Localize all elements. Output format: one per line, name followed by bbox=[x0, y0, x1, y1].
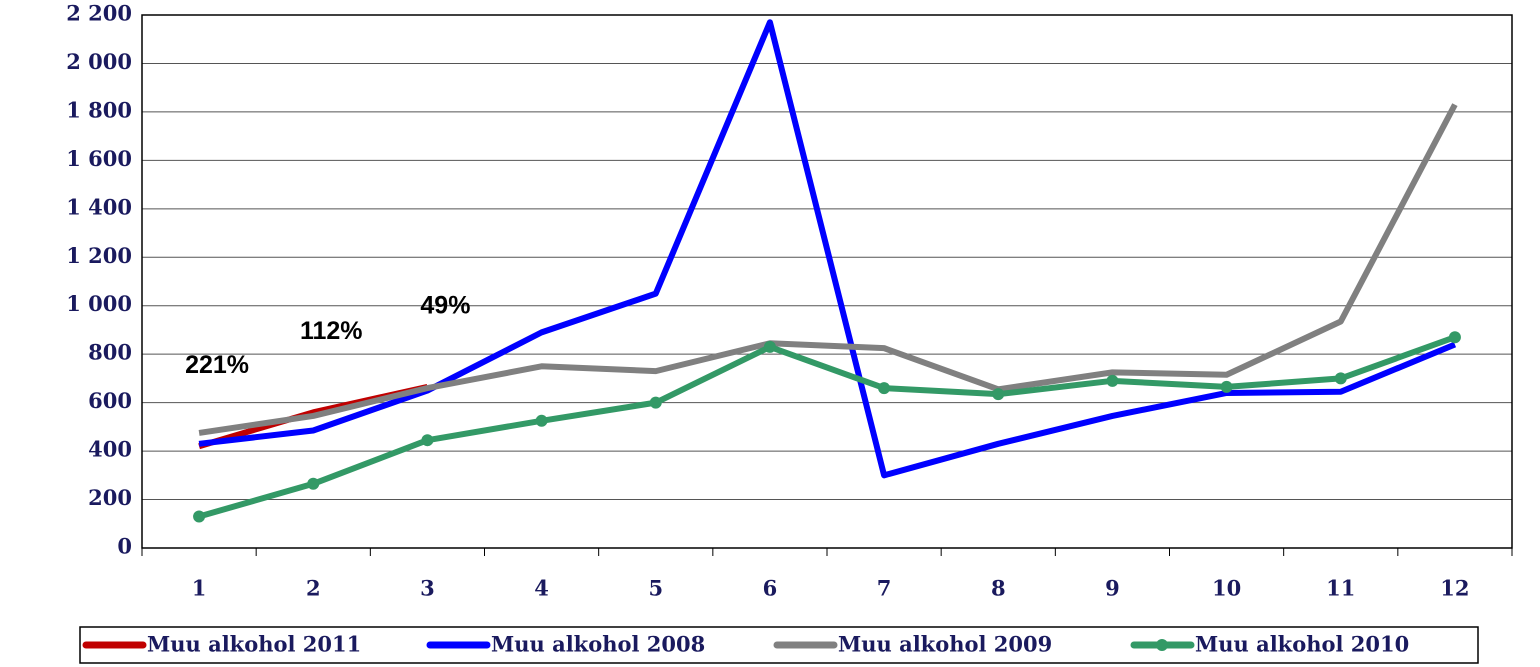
series-line bbox=[198, 19, 1457, 479]
y-tick-label: 0 bbox=[117, 534, 132, 559]
y-tick-label: 1 000 bbox=[66, 291, 132, 316]
y-tick-label: 800 bbox=[88, 340, 132, 365]
x-tick-label: 12 bbox=[1440, 576, 1469, 601]
series-line bbox=[198, 334, 1456, 520]
series-marker bbox=[1220, 380, 1233, 393]
series-marker bbox=[193, 510, 206, 523]
series-marker bbox=[763, 340, 776, 353]
legend-label: Muu alkohol 2009 bbox=[838, 632, 1052, 657]
x-tick-label: 10 bbox=[1212, 576, 1241, 601]
annotation: 221% bbox=[185, 351, 249, 379]
series-line bbox=[198, 103, 1458, 436]
x-tick-label: 4 bbox=[534, 576, 549, 601]
series-marker bbox=[992, 388, 1005, 401]
y-tick-label: 1 600 bbox=[66, 146, 132, 171]
y-tick-label: 1 800 bbox=[66, 97, 132, 122]
y-tick-label: 2 000 bbox=[66, 49, 132, 74]
annotation: 49% bbox=[420, 291, 470, 319]
legend-marker bbox=[1156, 639, 1168, 651]
x-tick-label: 1 bbox=[192, 576, 207, 601]
x-tick-label: 11 bbox=[1326, 576, 1355, 601]
x-tick-label: 6 bbox=[763, 576, 778, 601]
series-marker bbox=[1334, 372, 1347, 385]
series-marker bbox=[421, 434, 434, 447]
x-tick-label: 9 bbox=[1105, 576, 1120, 601]
legend-label: Muu alkohol 2010 bbox=[1195, 632, 1409, 657]
y-tick-label: 2 200 bbox=[66, 1, 132, 26]
series-marker bbox=[1448, 331, 1461, 344]
y-tick-label: 600 bbox=[88, 388, 132, 413]
legend-label: Muu alkohol 2011 bbox=[147, 632, 361, 657]
series-marker bbox=[1106, 374, 1119, 387]
x-tick-label: 8 bbox=[991, 576, 1006, 601]
x-tick-label: 2 bbox=[306, 576, 321, 601]
x-tick-label: 3 bbox=[420, 576, 435, 601]
series-marker bbox=[307, 477, 320, 490]
y-tick-label: 400 bbox=[88, 437, 132, 462]
legend-label: Muu alkohol 2008 bbox=[491, 632, 705, 657]
series-marker bbox=[878, 382, 891, 395]
annotation: 112% bbox=[300, 317, 363, 345]
x-tick-label: 7 bbox=[877, 576, 892, 601]
series-marker bbox=[535, 414, 548, 427]
x-tick-label: 5 bbox=[648, 576, 663, 601]
y-tick-label: 1 200 bbox=[66, 243, 132, 268]
y-tick-label: 1 400 bbox=[66, 194, 132, 219]
series-marker bbox=[649, 396, 662, 409]
y-tick-label: 200 bbox=[88, 485, 132, 510]
